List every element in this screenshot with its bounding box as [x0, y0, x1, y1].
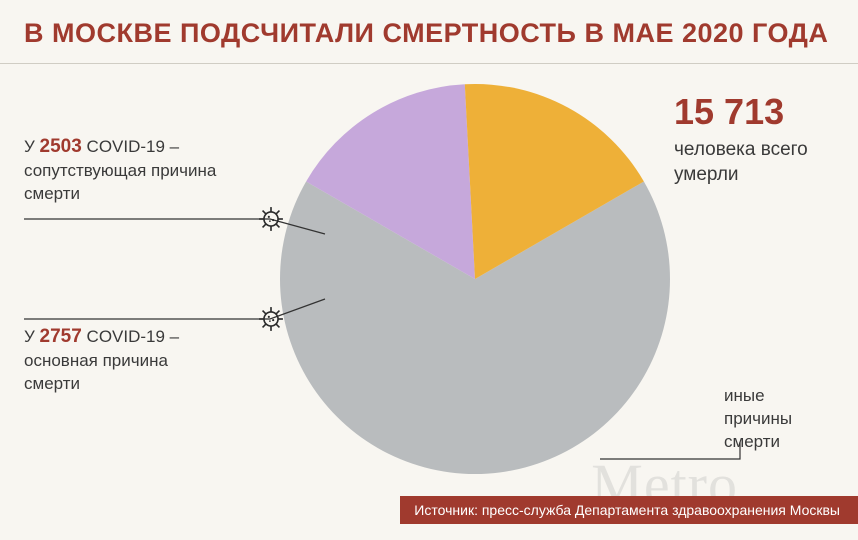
callout-prefix: У: [24, 137, 40, 156]
callout-comorbid: У 2503 COVID-19 – сопутствующая причина …: [24, 134, 224, 206]
chart-area: 15 713 человека всего умерли У 2503 COVI…: [0, 64, 858, 524]
callout-number: 2757: [40, 326, 82, 347]
total-label: человека всего умерли: [674, 138, 834, 187]
callout-prefix: У: [24, 327, 40, 346]
callout-number: 2503: [40, 136, 82, 157]
coronavirus-icon: [258, 206, 284, 232]
total-number: 15 713: [674, 94, 834, 130]
total-block: 15 713 человека всего умерли: [674, 94, 834, 187]
pie-chart: [280, 84, 670, 474]
page-title: В МОСКВЕ ПОДСЧИТАЛИ СМЕРТНОСТЬ В МАЕ 202…: [0, 0, 858, 64]
callout-other: иные причины смерти: [724, 385, 834, 454]
coronavirus-icon: [258, 306, 284, 332]
source-attribution: Источник: пресс-служба Департамента здра…: [400, 496, 858, 524]
callout-primary: У 2757 COVID-19 – основная причина смерт…: [24, 324, 224, 396]
